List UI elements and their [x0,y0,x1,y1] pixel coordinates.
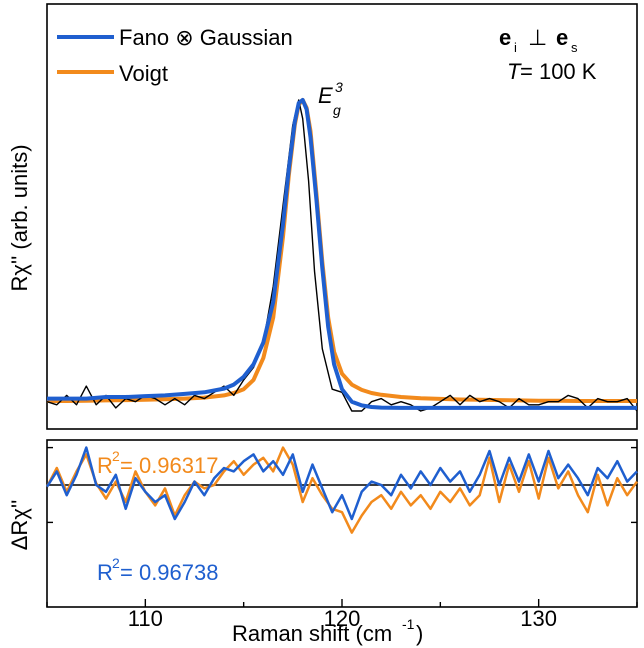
pol-e1-sub: i [514,40,517,55]
temp-var: T [507,59,522,84]
r2-fano-pre: R [97,560,113,585]
r2-voigt-sup: 2 [112,448,120,464]
peak-label-sub: g [333,102,341,118]
spectrum-axes-frame [46,3,638,430]
r2-fano-label: R 2 = 0.96738 [97,555,218,585]
residual-ticks [46,446,638,607]
r2-voigt-label: R 2 = 0.96317 [97,448,218,478]
xlabel-main: Raman shift (cm [232,621,392,646]
legend-label-voigt: Voigt [119,61,168,86]
residual-ylabel: ΔRχ'' [7,500,32,551]
pol-perp: ⊥ [528,25,547,50]
temp-value: = 100 K [520,59,597,84]
x-tick-labels: 110 120 130 [128,606,557,631]
pol-e2-sub: s [571,40,578,55]
series-data-line [46,99,638,412]
spectrum-series-group [46,98,638,412]
series-voigt-line [47,98,637,403]
r2-fano-sup: 2 [112,555,120,571]
spectrum-ylabel: Rχ'' (arb. units) [7,144,32,291]
legend: Fano ⊗ Gaussian Voigt [57,25,293,86]
svg-text:E: E [318,83,333,108]
residual-fano-line [45,446,638,521]
pol-e1: e [499,25,511,50]
x-tick-label: 130 [520,606,557,631]
spectrum-panel: Rχ'' (arb. units) Fano ⊗ Gaussian Voigt … [7,3,638,430]
x-tick-label: 110 [128,606,163,631]
r2-fano-value: = 0.96738 [120,560,218,585]
peak-label-sup: 3 [335,79,343,95]
condition-annotation: e i ⊥ e s T = 100 K [499,25,597,84]
series-fano-line [47,98,637,410]
xlabel-sup: -1 [402,616,415,632]
x-axis-label: Raman shift (cm -1 ) [232,616,423,646]
legend-label-fano: Fano ⊗ Gaussian [119,25,293,50]
xlabel-close: ) [416,621,423,646]
residual-panel: ΔRχ'' R 2 = 0.96317 R 2 = 0.96738 110 120… [7,439,639,646]
r2-voigt-pre: R [97,453,113,478]
r2-voigt-value: = 0.96317 [120,453,218,478]
peak-label: E 3 g [318,79,343,118]
pol-e2: e [556,25,568,50]
peak-label-base: E [318,83,333,108]
residual-series-group [45,446,639,534]
x-tick-label: 120 [324,606,361,631]
